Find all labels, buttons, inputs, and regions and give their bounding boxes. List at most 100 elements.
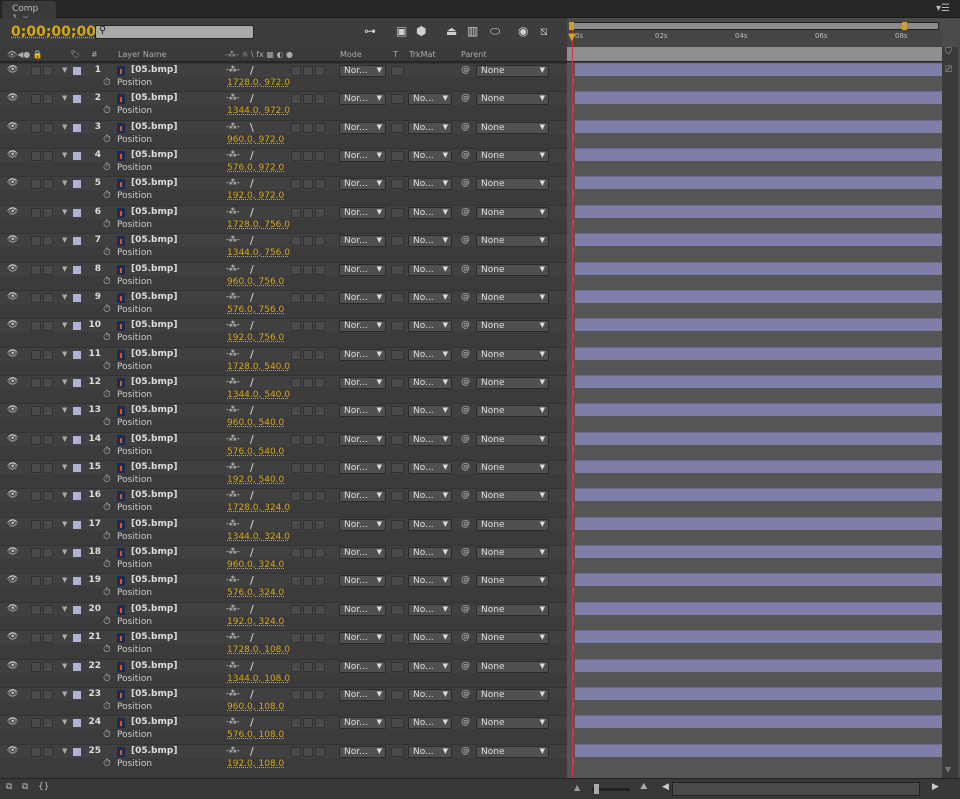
- eye-icon[interactable]: 👁: [7, 717, 19, 728]
- quality-switch[interactable]: /: [250, 744, 254, 758]
- parent-dropdown[interactable]: None ▼: [476, 291, 549, 304]
- keyframe-marker-icon[interactable]: I: [572, 332, 575, 343]
- mode-dropdown[interactable]: Nor... ▼: [339, 433, 386, 446]
- mode-dropdown[interactable]: Nor... ▼: [339, 745, 386, 758]
- eye-icon[interactable]: 👁: [7, 660, 19, 671]
- layer-duration-bar[interactable]: [575, 630, 942, 644]
- switch-box[interactable]: [303, 689, 313, 700]
- preserve-transparency-toggle[interactable]: [391, 94, 404, 105]
- label-color[interactable]: [73, 293, 81, 302]
- position-property-row[interactable]: ⏱ Position 576.0, 972.0: [0, 162, 567, 177]
- stopwatch-icon[interactable]: ⏱: [103, 644, 111, 656]
- layer-row[interactable]: 👁 ▼ 18 [05.bmp] -⁂- / Nor... ▼ No... ▼ @ No…: [0, 545, 567, 560]
- switch-box[interactable]: [291, 179, 301, 190]
- layer-name[interactable]: [05.bmp]: [131, 291, 178, 302]
- switch-box[interactable]: [291, 377, 301, 388]
- mode-dropdown[interactable]: Nor... ▼: [339, 320, 386, 333]
- audio-toggle[interactable]: [31, 746, 41, 757]
- position-value[interactable]: 576.0, 108.0: [227, 730, 285, 741]
- position-property-row[interactable]: ⏱ Position 192.0, 972.0: [0, 190, 567, 205]
- trkmat-dropdown[interactable]: No... ▼: [408, 518, 452, 531]
- shy-switch-icon[interactable]: -⁂-: [226, 93, 240, 103]
- switch-box[interactable]: [291, 66, 301, 76]
- layer-row[interactable]: 👁 ▼ 19 [05.bmp] -⁂- / Nor... ▼ No... ▼ @ No…: [0, 573, 567, 588]
- trkmat-dropdown[interactable]: No... ▼: [408, 405, 452, 418]
- shy-switch-icon[interactable]: -⁂-: [226, 178, 240, 188]
- switch-box[interactable]: [315, 349, 325, 360]
- stopwatch-icon[interactable]: ⏱: [103, 247, 111, 259]
- graph-editor-icon[interactable]: ⧅: [540, 24, 548, 38]
- label-color[interactable]: [73, 520, 81, 529]
- switch-box[interactable]: [291, 207, 301, 218]
- position-property-row[interactable]: ⏱ Position 576.0, 108.0: [0, 729, 567, 744]
- switch-box[interactable]: [291, 463, 301, 474]
- switch-box[interactable]: [315, 661, 325, 672]
- parent-dropdown[interactable]: None ▼: [476, 121, 549, 134]
- layer-duration-bar[interactable]: [575, 431, 942, 445]
- preserve-transparency-toggle[interactable]: [391, 519, 404, 530]
- audio-toggle[interactable]: [31, 377, 41, 388]
- eye-icon[interactable]: 👁: [7, 320, 19, 331]
- layer-row[interactable]: 👁 ▼ 13 [05.bmp] -⁂- / Nor... ▼ No... ▼ @ No…: [0, 403, 567, 418]
- expand-triangle-icon[interactable]: ▼: [62, 321, 68, 330]
- solo-toggle[interactable]: [43, 491, 53, 502]
- vertical-scrollbar[interactable]: ⛉ ⎚ ▼: [942, 47, 958, 778]
- position-value[interactable]: 1728.0, 972.0: [227, 78, 290, 88]
- shy-switch-icon[interactable]: -⁂-: [226, 518, 240, 528]
- solo-toggle[interactable]: [43, 94, 53, 105]
- shy-switch-icon[interactable]: -⁂-: [226, 462, 240, 472]
- expand-triangle-icon[interactable]: ▼: [62, 434, 68, 443]
- parent-pickwhip-icon[interactable]: @: [461, 632, 470, 643]
- mode-dropdown[interactable]: Nor... ▼: [339, 178, 386, 191]
- parent-pickwhip-icon[interactable]: @: [461, 717, 470, 728]
- parent-dropdown[interactable]: None ▼: [476, 178, 549, 191]
- switch-box[interactable]: [303, 718, 313, 729]
- solo-toggle[interactable]: [43, 689, 53, 700]
- mode-dropdown[interactable]: Nor... ▼: [339, 93, 386, 106]
- audio-toggle[interactable]: [31, 321, 41, 332]
- shy-switch-icon[interactable]: -⁂-: [226, 348, 240, 358]
- stopwatch-icon[interactable]: ⏱: [103, 303, 111, 315]
- parent-dropdown[interactable]: None ▼: [476, 150, 549, 163]
- parent-pickwhip-icon[interactable]: @: [461, 178, 470, 189]
- position-value[interactable]: 960.0, 972.0: [227, 134, 285, 145]
- keyframe-marker-icon[interactable]: I: [572, 587, 575, 598]
- parent-dropdown[interactable]: None ▼: [476, 632, 549, 645]
- parent-dropdown[interactable]: None ▼: [476, 263, 549, 276]
- comp-button-icon[interactable]: ⎚: [945, 65, 953, 75]
- layer-row[interactable]: 👁 ▼ 23 [05.bmp] -⁂- / Nor... ▼ No... ▼ @ No…: [0, 686, 567, 701]
- shy-switch-icon[interactable]: -⁂-: [226, 603, 240, 613]
- quality-switch[interactable]: /: [250, 461, 254, 475]
- layer-name[interactable]: [05.bmp]: [131, 688, 178, 699]
- stopwatch-icon[interactable]: ⏱: [103, 275, 111, 287]
- quality-switch[interactable]: /: [250, 517, 254, 531]
- parent-pickwhip-icon[interactable]: @: [461, 405, 470, 416]
- mode-dropdown[interactable]: Nor... ▼: [339, 547, 386, 560]
- parent-dropdown[interactable]: None ▼: [476, 660, 549, 673]
- mode-dropdown[interactable]: Nor... ▼: [339, 348, 386, 361]
- parent-pickwhip-icon[interactable]: @: [461, 348, 470, 359]
- layer-row[interactable]: 👁 ▼ 4 [05.bmp] -⁂- / Nor... ▼ No... ▼ @ Non…: [0, 148, 567, 163]
- solo-toggle[interactable]: [43, 661, 53, 672]
- label-color[interactable]: [73, 492, 81, 501]
- parent-pickwhip-icon[interactable]: @: [461, 518, 470, 529]
- eye-icon[interactable]: 👁: [7, 150, 19, 161]
- shy-switch-icon[interactable]: -⁂-: [226, 206, 240, 216]
- label-color[interactable]: [73, 435, 81, 444]
- layer-name[interactable]: [05.bmp]: [131, 405, 178, 416]
- switch-box[interactable]: [315, 66, 325, 76]
- layer-row[interactable]: 👁 ▼ 8 [05.bmp] -⁂- / Nor... ▼ No... ▼ @ Non…: [0, 261, 567, 276]
- trkmat-dropdown[interactable]: No... ▼: [408, 632, 452, 645]
- position-property-row[interactable]: ⏱ Position 960.0, 972.0: [0, 133, 567, 149]
- switch-box[interactable]: [291, 434, 301, 445]
- trkmat-dropdown[interactable]: No... ▼: [408, 376, 452, 389]
- switch-box[interactable]: [303, 349, 313, 360]
- stopwatch-icon[interactable]: ⏱: [103, 757, 111, 769]
- layer-name[interactable]: [05.bmp]: [131, 263, 178, 274]
- trkmat-dropdown[interactable]: No... ▼: [408, 717, 452, 730]
- switch-box[interactable]: [291, 746, 301, 757]
- parent-pickwhip-icon[interactable]: @: [461, 575, 470, 586]
- position-value[interactable]: 192.0, 540.0: [227, 475, 285, 486]
- parent-dropdown[interactable]: None ▼: [476, 320, 549, 333]
- panel-menu-icon[interactable]: ▾☰: [936, 3, 950, 14]
